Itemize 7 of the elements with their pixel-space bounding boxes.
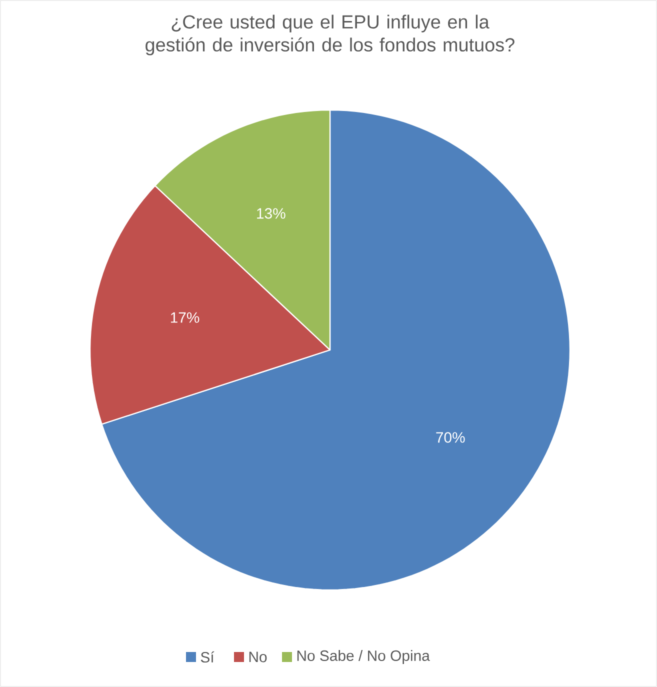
data-label: 13% [257,208,286,219]
legend-label: No Sabe / No Opina [297,650,430,664]
data-label: 17% [170,312,200,323]
chart-title: ¿Cree usted que el EPU influye en la gestión de inversión de los fondos mutuos? [146,14,514,56]
legend-label: Sí [200,651,214,663]
legend-label: No [249,652,267,662]
data-label: 70% [436,432,465,443]
